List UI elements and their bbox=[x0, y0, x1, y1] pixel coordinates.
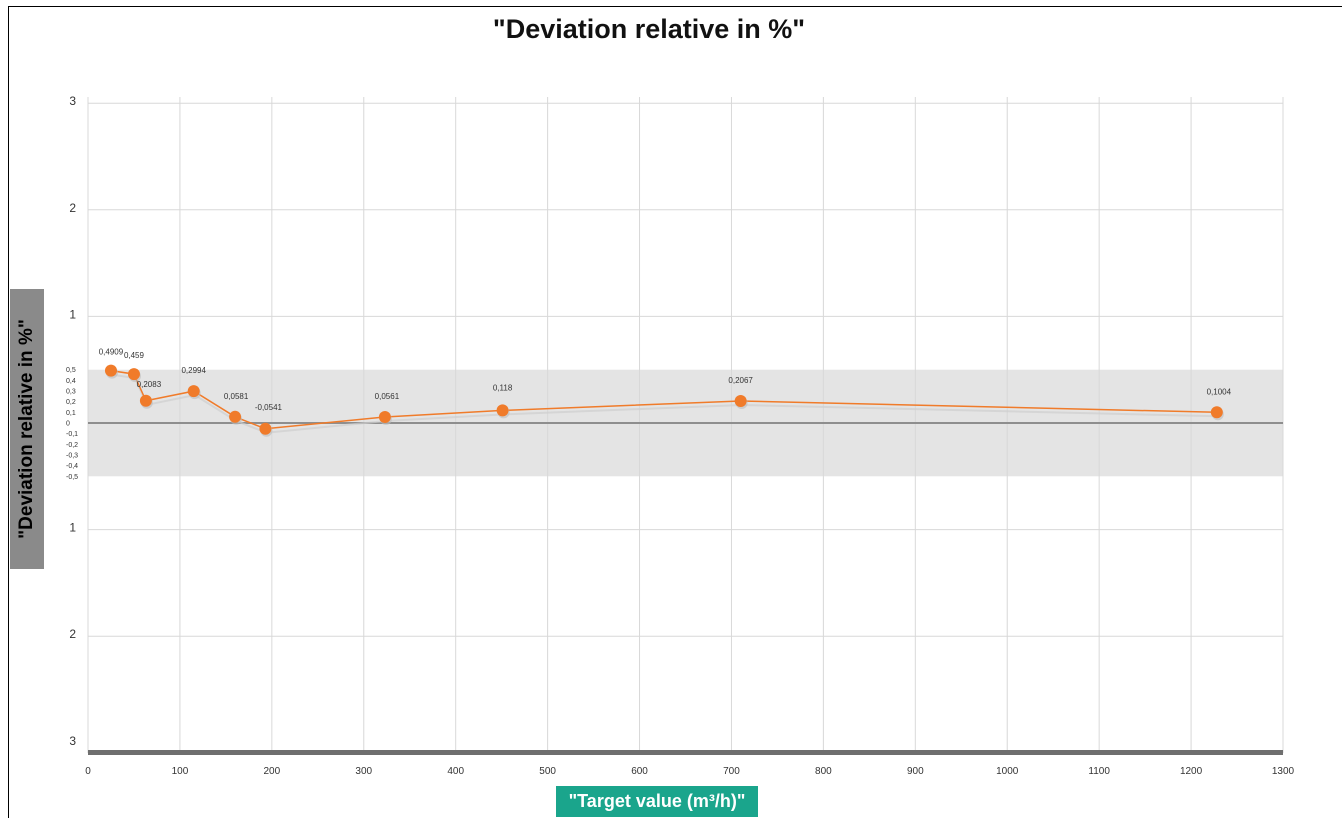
x-tick-label: 200 bbox=[264, 766, 281, 777]
data-point bbox=[259, 422, 272, 435]
data-point bbox=[187, 385, 200, 398]
y-minor-tick-label: -0,1 bbox=[66, 431, 78, 438]
data-label: 0,2994 bbox=[181, 366, 206, 375]
x-tick-label: 400 bbox=[447, 766, 464, 777]
x-tick-label: 800 bbox=[815, 766, 832, 777]
y-tick-label: 3 bbox=[69, 734, 76, 748]
y-minor-tick-label: 0,1 bbox=[66, 410, 76, 417]
data-point bbox=[139, 394, 152, 407]
series-line bbox=[110, 369, 1217, 430]
x-tick-label: 900 bbox=[907, 766, 924, 777]
x-tick-label: 600 bbox=[631, 766, 648, 777]
data-label: -0,0541 bbox=[255, 403, 283, 412]
y-minor-tick-label: 0,2 bbox=[66, 399, 76, 406]
data-label: 0,2083 bbox=[137, 380, 162, 389]
y-minor-tick-label: 0,5 bbox=[66, 367, 76, 374]
x-tick-label: 1000 bbox=[996, 766, 1019, 777]
x-tick-label: 300 bbox=[355, 766, 372, 777]
x-tick-label: 1300 bbox=[1272, 766, 1295, 777]
y-minor-tick-label: -0,2 bbox=[66, 442, 78, 449]
y-minor-tick-label: 0,3 bbox=[66, 389, 76, 396]
data-label: 0,0581 bbox=[224, 392, 249, 401]
y-minor-tick-label: -0,5 bbox=[66, 474, 78, 481]
data-label: 0,0561 bbox=[375, 392, 400, 401]
y-minor-tick-label: -0,3 bbox=[66, 452, 78, 459]
data-point bbox=[734, 394, 747, 407]
data-label: 0,4909 bbox=[99, 348, 124, 357]
data-point bbox=[229, 410, 242, 423]
data-point bbox=[496, 404, 509, 417]
y-minor-tick-label: 0,4 bbox=[66, 378, 76, 385]
y-tick-label: 1 bbox=[69, 521, 76, 535]
x-tick-label: 700 bbox=[723, 766, 740, 777]
data-point bbox=[127, 368, 140, 381]
x-axis-bar bbox=[88, 750, 1283, 755]
data-point bbox=[1210, 406, 1223, 419]
x-tick-label: 0 bbox=[85, 766, 91, 777]
x-tick-label: 100 bbox=[172, 766, 189, 777]
x-tick-label: 1200 bbox=[1180, 766, 1203, 777]
data-label: 0,2067 bbox=[728, 376, 753, 385]
y-tick-label: 2 bbox=[69, 627, 76, 641]
y-tick-label: 2 bbox=[69, 201, 76, 215]
data-label: 0,1004 bbox=[1207, 387, 1232, 396]
y-minor-tick-label: -0,4 bbox=[66, 463, 78, 470]
chart-title: "Deviation relative in %" bbox=[492, 14, 806, 44]
data-label: 0,459 bbox=[124, 351, 145, 360]
data-label: 0,118 bbox=[493, 383, 513, 392]
data-point bbox=[378, 411, 391, 424]
data-point bbox=[104, 364, 117, 377]
y-tick-label: 1 bbox=[69, 307, 76, 321]
chart-frame bbox=[8, 6, 1342, 818]
y-tick-label: 3 bbox=[69, 94, 76, 108]
x-tick-label: 500 bbox=[539, 766, 556, 777]
y-axis-label-background bbox=[10, 289, 44, 569]
x-tick-label: 1100 bbox=[1088, 766, 1110, 777]
y-minor-tick-label: 0 bbox=[66, 421, 70, 428]
x-axis-label: "Target value (m³/h)" bbox=[556, 786, 758, 817]
